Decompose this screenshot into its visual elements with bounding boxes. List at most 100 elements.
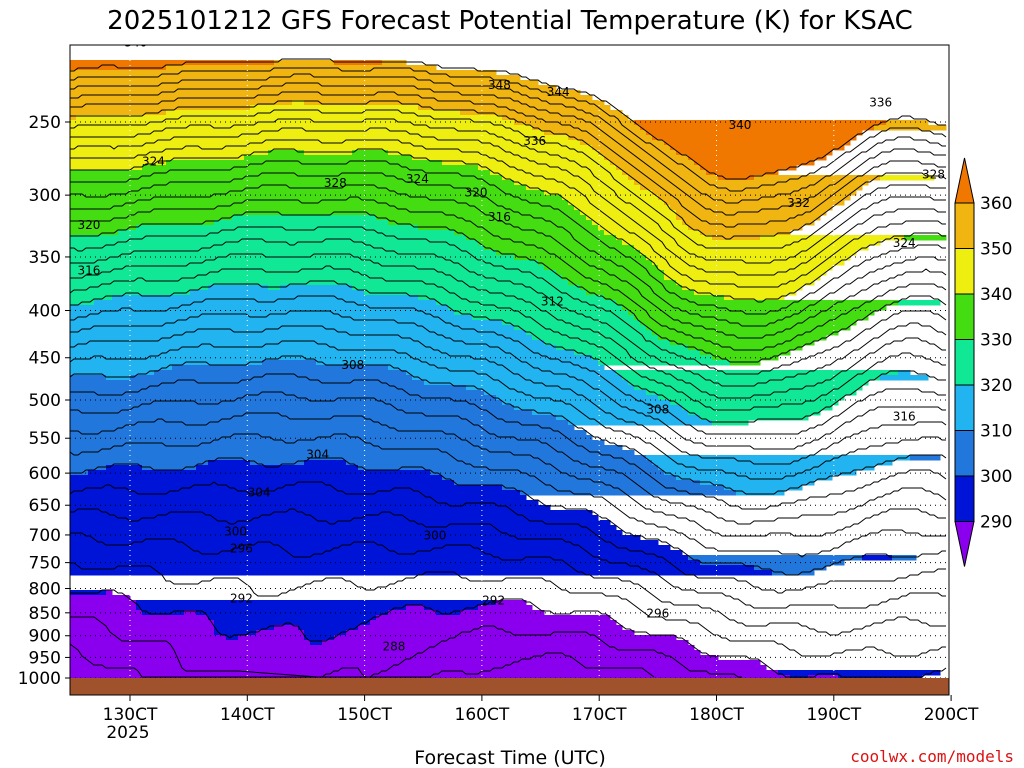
contour-band <box>166 110 461 116</box>
contour-band <box>232 215 377 221</box>
contour-band <box>598 150 677 156</box>
contour-label: 336 <box>523 134 546 148</box>
contour-band <box>250 460 305 466</box>
contour-label: 316 <box>77 263 100 277</box>
contour-band <box>616 165 701 171</box>
contour-band <box>70 305 449 311</box>
contour-band <box>70 535 641 541</box>
contour-band <box>70 135 569 141</box>
contour-band <box>214 625 275 631</box>
contour-band <box>70 640 311 646</box>
contour-band <box>418 225 599 231</box>
contour-band <box>862 555 893 561</box>
contour-band <box>70 520 611 526</box>
contour-band <box>70 570 773 576</box>
contour-line <box>70 433 946 558</box>
contour-band <box>70 410 533 416</box>
contour-band <box>70 610 143 616</box>
contour-band <box>70 400 503 406</box>
x-tick-label: 170CT <box>572 705 627 725</box>
contour-band <box>676 215 821 221</box>
contour-line <box>70 481 946 594</box>
contour-band <box>532 335 659 341</box>
colorbar-swatch <box>954 475 975 522</box>
contour-band <box>208 615 377 621</box>
contour-band <box>622 170 707 176</box>
contour-band <box>70 95 593 101</box>
contour-band <box>364 290 587 296</box>
contour-label: 300 <box>424 529 447 543</box>
contour-band <box>334 60 383 66</box>
contour-band <box>544 190 653 196</box>
contour-line <box>70 226 947 375</box>
contour-band <box>136 600 497 606</box>
contour-band <box>652 135 857 141</box>
contour-band <box>688 345 803 351</box>
contour-band <box>538 260 653 266</box>
colorbar-label: 320 <box>980 376 1012 396</box>
contour-band <box>70 245 485 251</box>
contour-band <box>70 460 209 466</box>
contour-band <box>274 625 299 631</box>
contour-band <box>628 175 719 181</box>
contour-band <box>640 250 857 256</box>
contour-band <box>424 380 629 386</box>
contour-band <box>280 285 353 291</box>
contour-band <box>70 250 497 256</box>
contour-band <box>610 160 695 166</box>
y-tick-label: 450 <box>29 349 61 369</box>
contour-band <box>70 515 599 521</box>
contour-band <box>418 295 605 301</box>
contour-band <box>646 130 863 136</box>
contour-line <box>70 73 946 204</box>
contour-band <box>70 85 557 91</box>
contour-band <box>70 670 779 676</box>
contour-band <box>70 390 485 396</box>
contour-line <box>70 82 946 216</box>
contour-band <box>388 610 437 616</box>
x-tick-label: 190CT <box>806 705 861 725</box>
contour-band <box>460 110 623 116</box>
contour-band <box>70 275 563 281</box>
contour-label: 328 <box>324 176 347 190</box>
contour-band <box>352 150 389 156</box>
contour-band <box>196 465 359 471</box>
contour-band <box>70 450 635 456</box>
contour-band <box>70 440 605 446</box>
contour-label: 324 <box>142 155 165 169</box>
contour-band <box>592 145 671 151</box>
contour-band <box>634 385 863 391</box>
credit-text[interactable]: coolwx.com/models <box>850 747 1014 766</box>
contour-band <box>70 600 137 606</box>
contour-line <box>70 616 742 678</box>
contour-band <box>700 165 797 171</box>
contour-band <box>448 305 623 311</box>
colorbar-cap-top <box>954 157 975 204</box>
contour-band <box>478 605 533 611</box>
contour-band <box>628 310 875 316</box>
contour-band <box>70 120 515 126</box>
contour-band <box>496 250 641 256</box>
contour-label: 324 <box>406 172 429 186</box>
contour-band <box>580 285 683 291</box>
contour-band <box>70 310 455 316</box>
contour-band <box>346 630 635 636</box>
y-tick-label: 350 <box>29 248 61 268</box>
contour-band <box>640 320 857 326</box>
contour-band <box>316 360 599 366</box>
contour-band <box>70 260 539 266</box>
contour-band <box>70 115 77 121</box>
contour-band <box>460 610 545 616</box>
contour-band <box>70 175 503 181</box>
contour-label: 304 <box>975 580 998 594</box>
contour-label: 312 <box>541 294 564 308</box>
contour-band <box>70 660 761 666</box>
contour-band <box>70 395 497 401</box>
contour-band <box>700 480 815 486</box>
contour-line <box>70 58 946 180</box>
contour-band <box>142 465 197 471</box>
contour-band <box>142 165 479 171</box>
contour-band <box>304 150 353 156</box>
contour-band <box>70 365 173 371</box>
contour-band <box>76 115 503 121</box>
